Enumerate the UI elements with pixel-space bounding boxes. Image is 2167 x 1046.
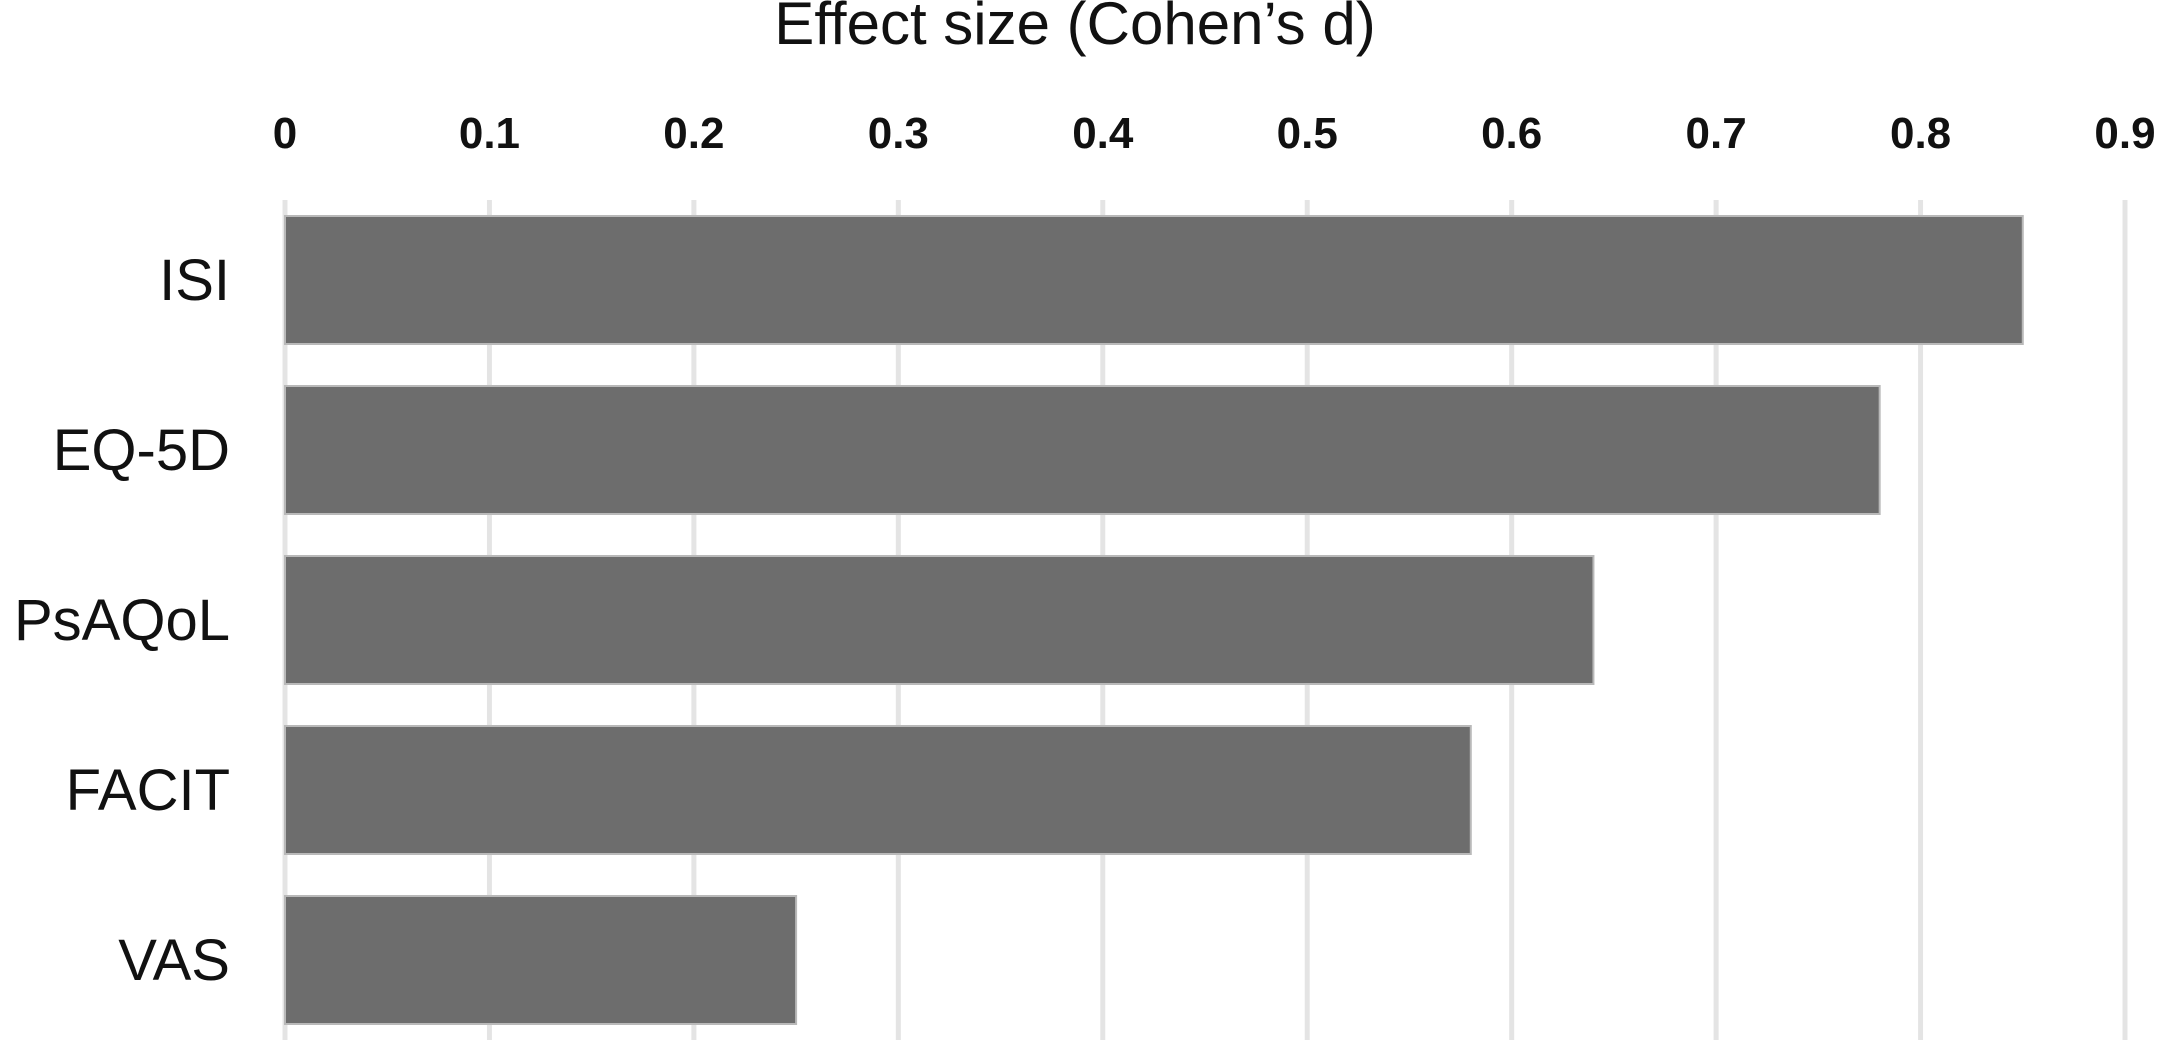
category-label: FACIT <box>66 758 230 823</box>
bar-facit <box>284 725 1472 855</box>
x-axis-title: Effect size (Cohen’s d) <box>774 0 1375 57</box>
category-label: EQ-5D <box>53 418 230 483</box>
x-tick-label: 0.8 <box>1890 109 1951 158</box>
x-tick-label: 0 <box>273 109 297 158</box>
x-tick-label: 0.1 <box>459 109 520 158</box>
x-tick-label: 0.3 <box>868 109 929 158</box>
x-tick-label: 0.2 <box>663 109 724 158</box>
x-tick-label: 0.5 <box>1277 109 1338 158</box>
category-label: ISI <box>159 248 230 313</box>
x-tick-labels: 0 0.1 0.2 0.3 0.4 0.5 0.6 0.7 0.8 0.9 <box>273 109 2156 158</box>
bar-vas <box>284 895 798 1025</box>
category-labels: ISI EQ-5D PsAQoL FACIT VAS <box>14 248 230 993</box>
x-tick-label: 0.9 <box>2094 109 2155 158</box>
category-label: PsAQoL <box>14 588 230 653</box>
bars <box>284 215 2024 1025</box>
x-tick-label: 0.4 <box>1072 109 1134 158</box>
category-label: VAS <box>118 928 230 993</box>
x-tick-label: 0.6 <box>1481 109 1542 158</box>
bar-eq-5d <box>284 385 1881 515</box>
bar-isi <box>284 215 2024 345</box>
bar-psaqol <box>284 555 1595 685</box>
x-tick-label: 0.7 <box>1686 109 1747 158</box>
